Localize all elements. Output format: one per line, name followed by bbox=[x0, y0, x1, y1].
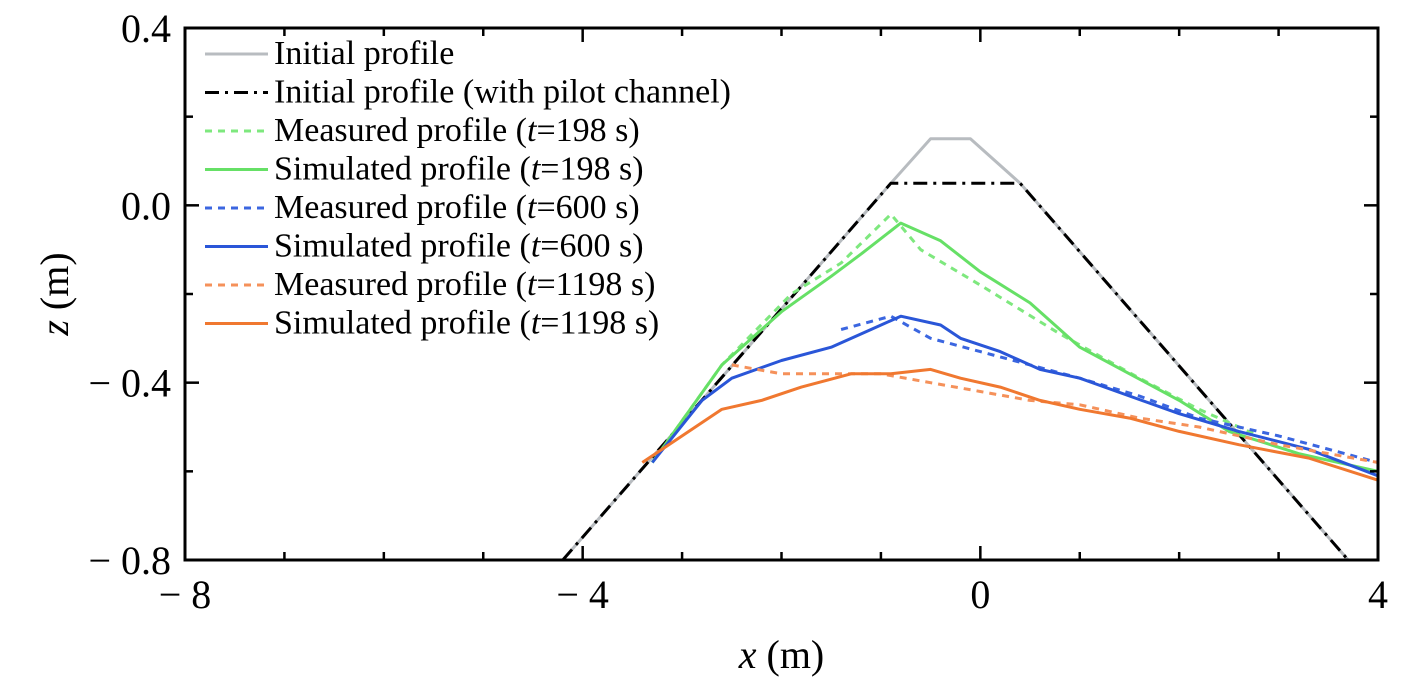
y-tick-label: 0.0 bbox=[121, 183, 171, 228]
legend-entry-0: Initial profile bbox=[274, 35, 454, 72]
x-tick-label: − 8 bbox=[159, 572, 212, 617]
series-layer bbox=[561, 137, 1379, 561]
legend-entry-7: Simulated profile (t=1198 s) bbox=[274, 305, 659, 342]
y-axis-label: z (m) bbox=[32, 252, 77, 336]
series-line-5 bbox=[651, 314, 1379, 478]
series-line-3 bbox=[651, 221, 1379, 473]
legend-entry-6: Measured profile (t=1198 s) bbox=[274, 266, 655, 303]
x-tick-label: − 4 bbox=[556, 572, 609, 617]
y-tick-label: 0.4 bbox=[121, 6, 171, 51]
legend-entry-1: Initial profile (with pilot channel) bbox=[274, 74, 731, 111]
ticks-layer: − 8 − 4 0 4 − 0.8 − 0.4 0.0 0.4 bbox=[88, 6, 1388, 617]
series-line-6 bbox=[731, 363, 1379, 464]
series-line-7 bbox=[641, 367, 1379, 482]
x-axis-label: x (m) bbox=[738, 632, 825, 677]
series-line-1 bbox=[561, 181, 1350, 561]
legend-entry-2: Measured profile (t=198 s) bbox=[274, 112, 640, 149]
y-tick-label: − 0.4 bbox=[88, 361, 171, 406]
series-line-0 bbox=[561, 137, 1350, 561]
y-tick-label: − 0.8 bbox=[88, 538, 171, 583]
x-tick-label: 4 bbox=[1368, 572, 1388, 617]
x-tick-label: 0 bbox=[970, 572, 990, 617]
legend-entry-5: Simulated profile (t=600 s) bbox=[274, 228, 644, 265]
legend-entry-4: Measured profile (t=600 s) bbox=[274, 189, 640, 226]
legend-entry-3: Simulated profile (t=198 s) bbox=[274, 151, 644, 188]
